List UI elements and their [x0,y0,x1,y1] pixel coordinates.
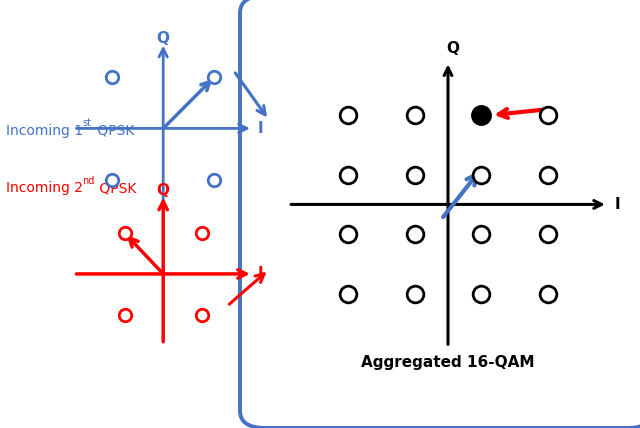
Text: I: I [258,266,264,282]
Text: QPSK: QPSK [93,124,134,137]
Text: I: I [258,121,264,136]
Text: Incoming 1: Incoming 1 [6,124,84,137]
Text: I: I [614,197,620,212]
Text: Incoming 2: Incoming 2 [6,181,83,195]
Text: st: st [82,118,91,128]
Text: Q: Q [157,183,170,198]
Text: Q: Q [447,41,460,56]
Text: Q: Q [157,31,170,46]
Text: nd: nd [82,176,94,186]
Text: QPSK: QPSK [95,181,136,195]
Text: Aggregated 16-QAM: Aggregated 16-QAM [361,355,535,370]
FancyBboxPatch shape [240,0,640,428]
